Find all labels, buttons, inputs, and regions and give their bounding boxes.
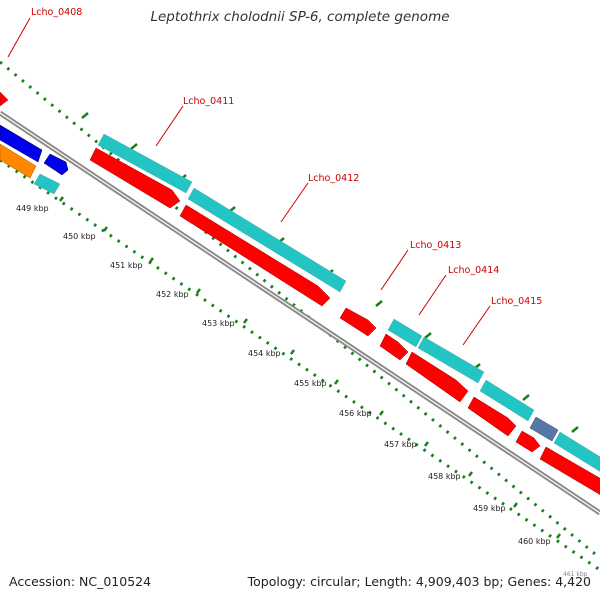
gene-feature[interactable] — [387, 318, 423, 348]
gene-feature[interactable] — [187, 187, 347, 293]
gene-feature[interactable] — [553, 431, 600, 474]
gene-feature[interactable] — [97, 133, 193, 194]
scale-label: 460 kbp — [518, 537, 551, 546]
cds-feature[interactable] — [379, 333, 409, 361]
cds-feature[interactable] — [179, 204, 331, 307]
scale-label: 452 kbp — [156, 290, 189, 299]
genome-backbone — [0, 110, 600, 516]
gene-label[interactable]: Lcho_0411 — [183, 96, 234, 107]
inner-tick-track — [0, 158, 600, 572]
cds-feature[interactable] — [0, 91, 9, 107]
map-title: Leptothrix cholodnii SP-6, complete geno… — [150, 9, 450, 25]
scale-label: 461 kbp — [563, 571, 588, 578]
label-leaders — [7, 17, 491, 346]
gene-label[interactable]: Lcho_0415 — [491, 296, 542, 307]
scale-label: 455 kbp — [294, 379, 327, 388]
other-features — [0, 124, 69, 179]
scale-label: 451 kbp — [110, 261, 143, 270]
scale-label: 453 kbp — [202, 319, 235, 328]
other-feature[interactable] — [0, 124, 43, 163]
gene-feature[interactable] — [33, 173, 61, 195]
cds-feature[interactable] — [467, 396, 517, 437]
scale-label: 449 kbp — [16, 204, 49, 213]
cds-feature[interactable] — [405, 351, 469, 403]
accession-text: Accession: NC_010524 — [9, 574, 152, 589]
gene-feature-highlight[interactable] — [529, 416, 559, 442]
scale-labels: 449 kbp 450 kbp 451 kbp 452 kbp 453 kbp … — [16, 204, 588, 578]
gene-track-forward — [33, 133, 600, 474]
scale-label: 458 kbp — [428, 472, 461, 481]
gene-label[interactable]: Lcho_0414 — [448, 265, 499, 276]
scale-label: 457 kbp — [384, 440, 417, 449]
cds-feature[interactable] — [89, 147, 181, 209]
cds-track-forward — [0, 91, 600, 497]
gene-feature[interactable] — [417, 336, 485, 384]
topology-text: Topology: circular; Length: 4,909,403 bp… — [247, 574, 591, 589]
scale-label: 459 kbp — [473, 504, 506, 513]
scale-label: 456 kbp — [339, 409, 372, 418]
gene-label[interactable]: Lcho_0413 — [410, 240, 461, 251]
gene-label[interactable]: Lcho_0408 — [31, 7, 82, 18]
gene-label[interactable]: Lcho_0412 — [308, 173, 359, 184]
scale-label: 454 kbp — [248, 349, 281, 358]
cds-feature[interactable] — [339, 307, 377, 337]
cds-feature[interactable] — [515, 430, 541, 453]
other-feature[interactable] — [0, 143, 37, 179]
gene-feature[interactable] — [479, 379, 535, 422]
scale-label: 450 kbp — [63, 232, 96, 241]
other-feature[interactable] — [43, 153, 69, 176]
cds-feature[interactable] — [539, 446, 600, 497]
gene-labels: Lcho_0408 Lcho_0411 Lcho_0412 Lcho_0413 … — [31, 7, 542, 307]
